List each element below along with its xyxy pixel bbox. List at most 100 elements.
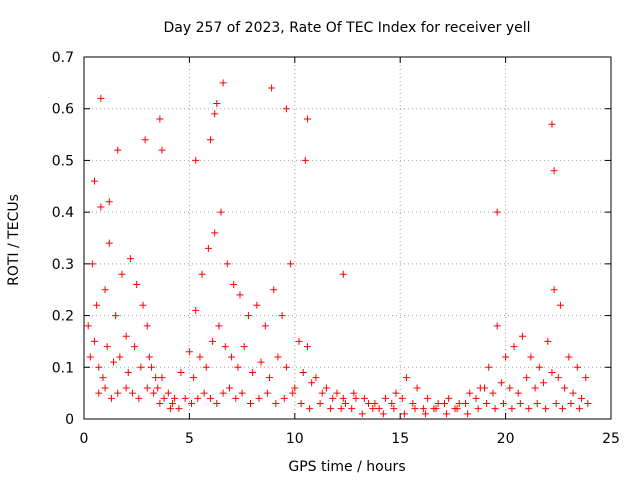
data-point <box>341 399 349 407</box>
data-point <box>263 389 271 397</box>
data-point <box>462 399 470 407</box>
y-tick-label: 0 <box>65 412 74 428</box>
data-point <box>339 270 347 278</box>
data-point <box>86 353 94 361</box>
data-point <box>145 353 153 361</box>
data-point <box>318 389 326 397</box>
data-point <box>272 399 280 407</box>
data-point <box>329 394 337 402</box>
data-point <box>112 312 120 320</box>
data-point <box>369 405 377 413</box>
data-point <box>365 399 373 407</box>
data-point <box>316 399 324 407</box>
y-axis-label: ROTI / TECUs <box>6 194 22 286</box>
x-tick-label: 20 <box>497 431 515 447</box>
data-point <box>234 363 242 371</box>
data-point <box>99 374 107 382</box>
data-point <box>350 389 358 397</box>
data-point <box>110 358 118 366</box>
data-point <box>516 399 524 407</box>
data-point <box>93 301 101 309</box>
data-point <box>278 312 286 320</box>
data-point <box>352 394 360 402</box>
data-point <box>204 244 212 252</box>
data-point <box>198 270 206 278</box>
data-point <box>225 384 233 392</box>
data-point <box>554 374 562 382</box>
data-point <box>409 399 417 407</box>
data-point <box>485 363 493 371</box>
data-point <box>213 399 221 407</box>
data-point <box>160 394 168 402</box>
data-point <box>556 301 564 309</box>
data-point <box>219 389 227 397</box>
data-point <box>390 405 398 413</box>
data-point <box>282 105 290 113</box>
data-point <box>137 363 145 371</box>
data-point <box>398 394 406 402</box>
data-point <box>152 374 160 382</box>
data-point <box>508 405 516 413</box>
data-point <box>582 374 590 382</box>
data-point <box>261 322 269 330</box>
data-point <box>91 337 99 345</box>
data-point <box>421 410 429 418</box>
data-point <box>116 353 124 361</box>
data-point <box>103 343 111 351</box>
data-point <box>464 410 472 418</box>
y-tick-label: 0.6 <box>52 102 74 118</box>
data-point <box>497 379 505 387</box>
data-point <box>190 374 198 382</box>
data-point <box>196 353 204 361</box>
data-point <box>114 146 122 154</box>
data-point <box>124 368 132 376</box>
data-point <box>240 343 248 351</box>
data-point <box>303 343 311 351</box>
data-point <box>306 405 314 413</box>
data-point <box>282 363 290 371</box>
data-point <box>379 410 387 418</box>
x-axis-ticks: 0 5 10 15 20 25 <box>80 57 620 447</box>
data-point <box>150 389 158 397</box>
data-point <box>135 394 143 402</box>
data-point <box>154 384 162 392</box>
data-point <box>432 405 440 413</box>
data-point <box>238 389 246 397</box>
data-point <box>219 79 227 87</box>
data-point <box>166 405 174 413</box>
x-tick-label: 10 <box>286 431 304 447</box>
data-point <box>156 115 164 123</box>
data-points <box>84 79 592 418</box>
data-point <box>322 384 330 392</box>
data-point <box>88 260 96 268</box>
data-point <box>223 260 231 268</box>
data-point <box>131 343 139 351</box>
data-point <box>403 374 411 382</box>
data-point <box>97 94 105 102</box>
data-point <box>371 399 379 407</box>
data-point <box>550 167 558 175</box>
data-point <box>128 389 136 397</box>
data-point <box>392 389 400 397</box>
x-axis-label: GPS time / hours <box>288 459 405 475</box>
data-point <box>257 358 265 366</box>
data-point <box>308 379 316 387</box>
x-tick-label: 15 <box>391 431 409 447</box>
data-point <box>502 353 510 361</box>
plot-frame <box>83 56 612 420</box>
data-point <box>561 384 569 392</box>
x-tick-label: 0 <box>80 431 89 447</box>
data-point <box>481 384 489 392</box>
data-point <box>133 281 141 289</box>
data-point <box>143 322 151 330</box>
data-point <box>143 384 151 392</box>
data-point <box>542 405 550 413</box>
data-point <box>381 394 389 402</box>
data-point <box>493 208 501 216</box>
data-point <box>301 156 309 164</box>
data-point <box>101 384 109 392</box>
data-point <box>253 301 261 309</box>
data-point <box>280 394 288 402</box>
data-point <box>559 405 567 413</box>
